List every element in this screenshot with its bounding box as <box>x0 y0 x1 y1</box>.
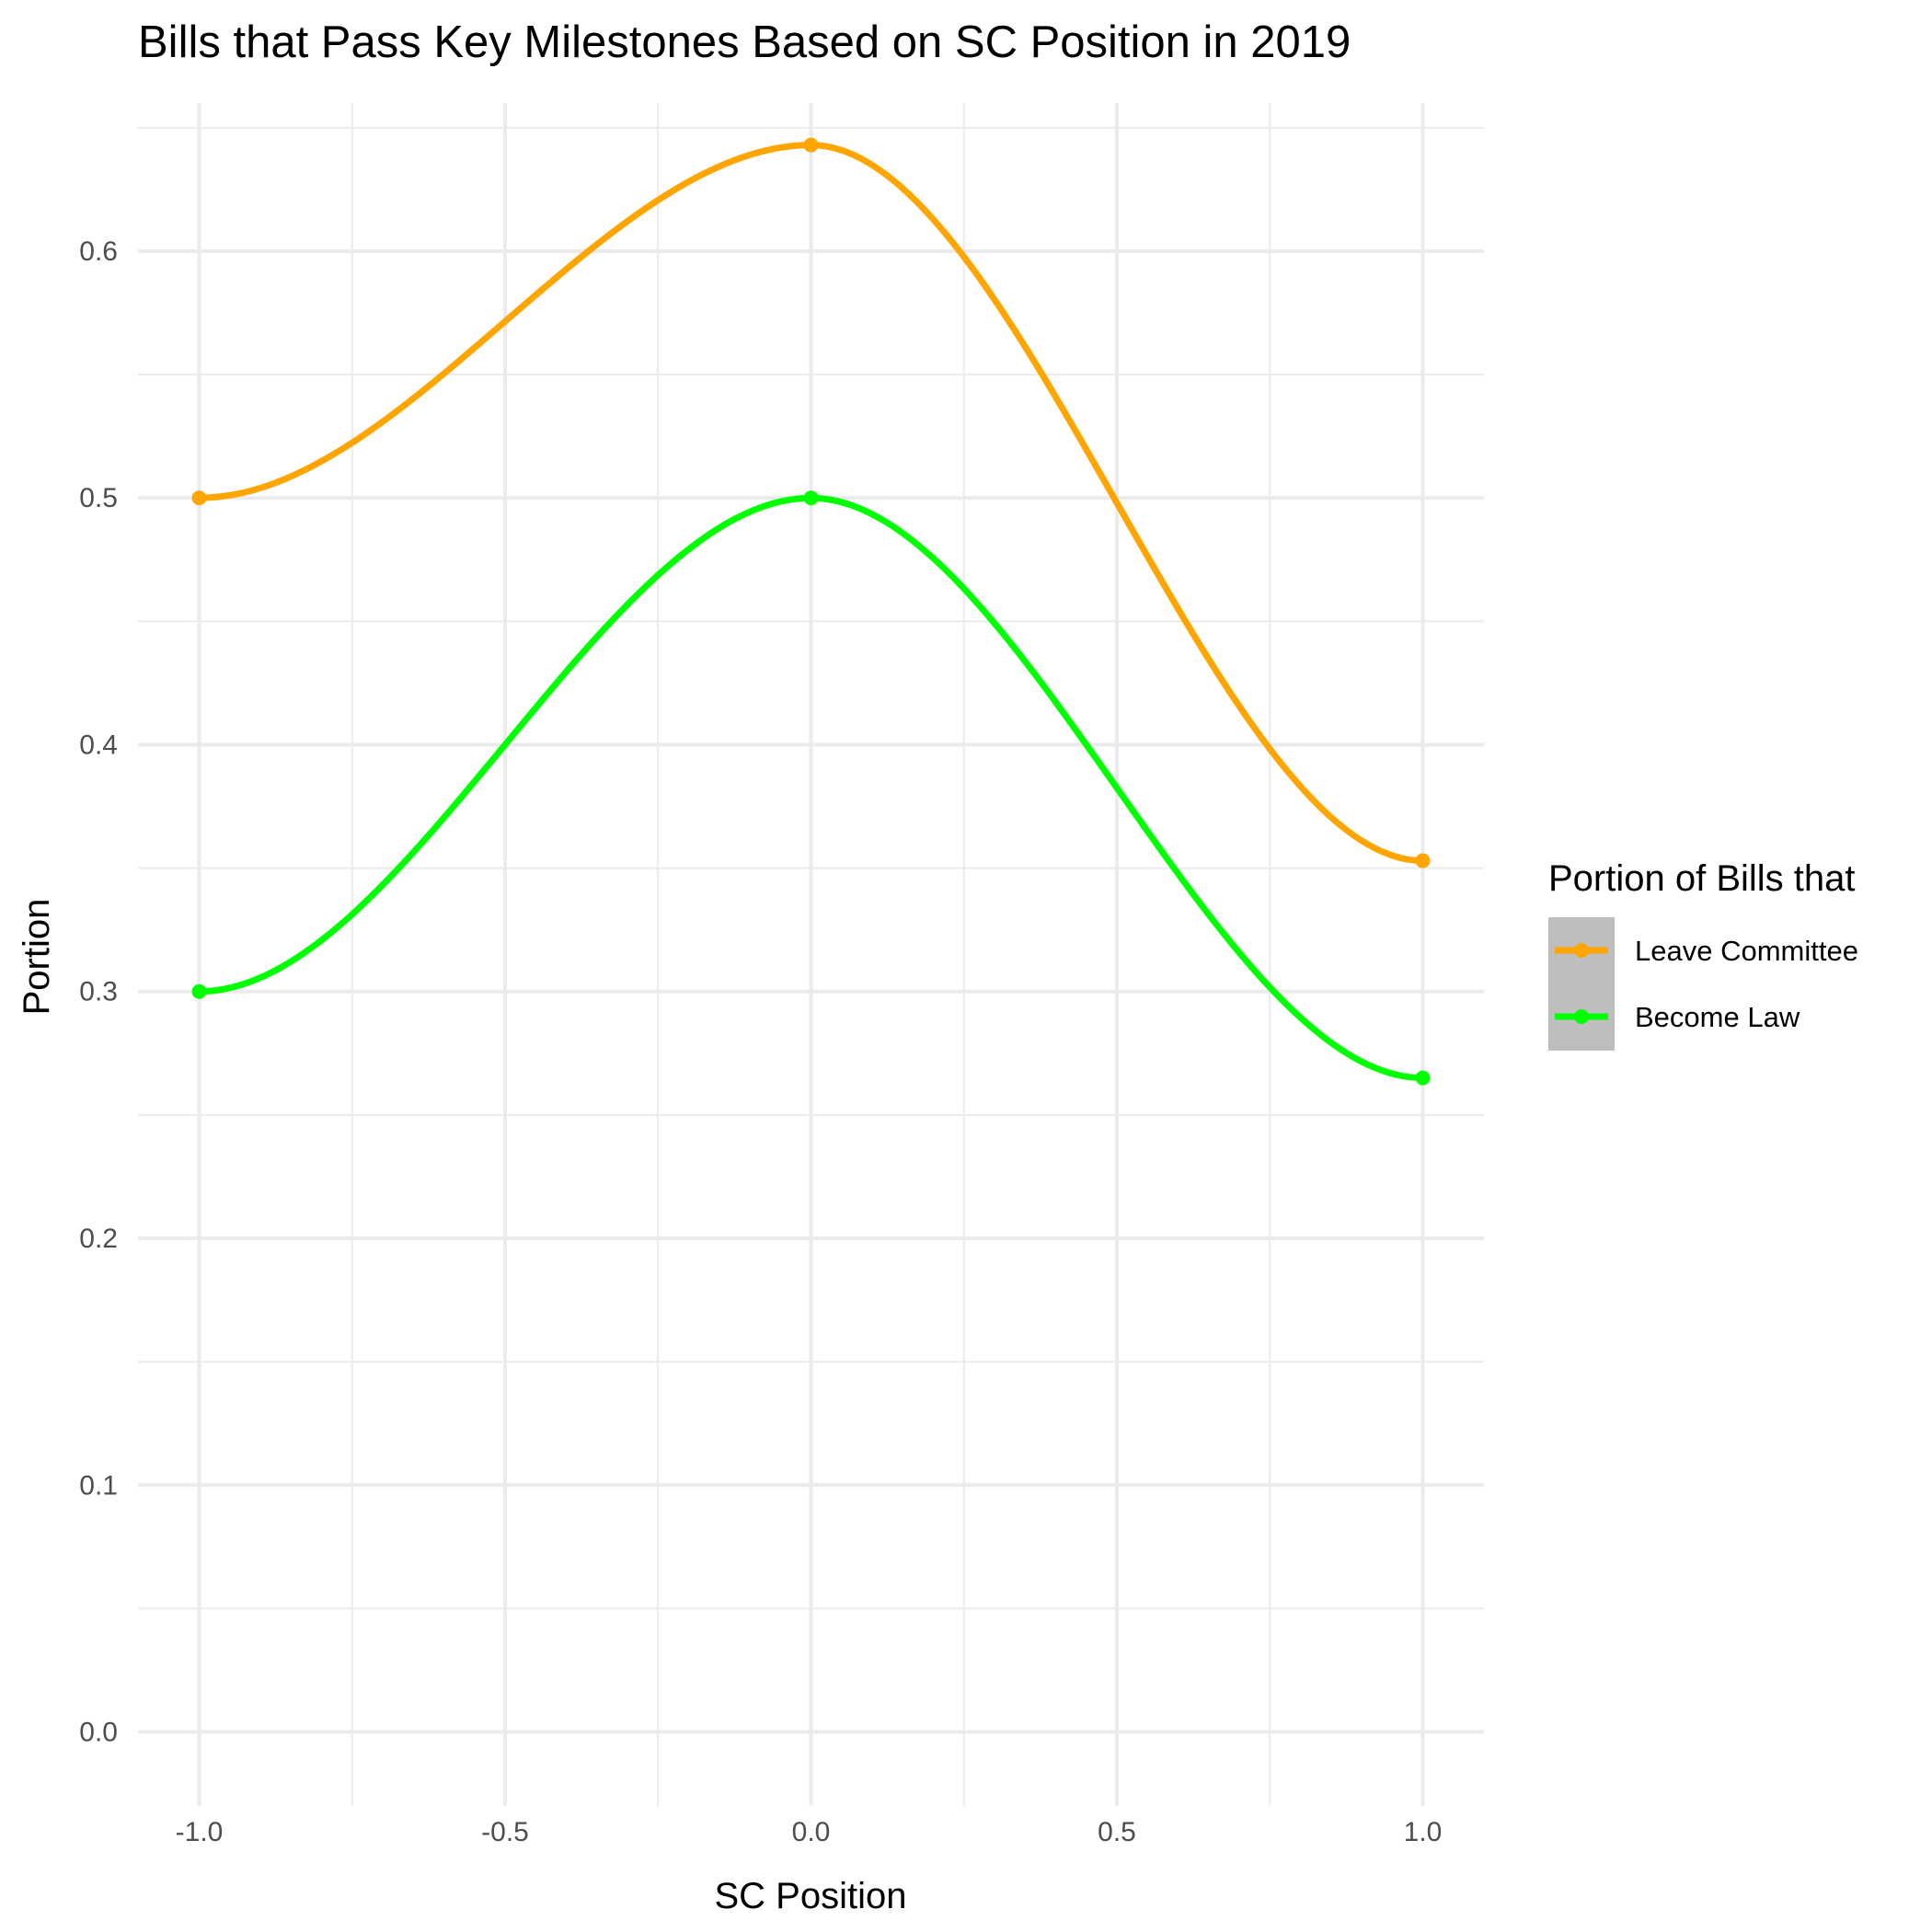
legend-title: Portion of Bills that <box>1548 858 1856 899</box>
y-tick-label: 0.2 <box>79 1224 118 1254</box>
data-point-become-law <box>191 983 207 999</box>
legend-label-become-law: Become Law <box>1635 1001 1800 1033</box>
y-axis-ticks: 0.0 0.1 0.2 0.3 0.4 0.5 0.6 <box>79 236 118 1748</box>
x-axis-ticks: -1.0 -0.5 0.0 0.5 1.0 <box>176 1817 1443 1847</box>
legend-key-point-leave-committee <box>1574 943 1589 958</box>
y-tick-label: 0.1 <box>79 1470 118 1501</box>
x-tick-label: -1.0 <box>176 1817 224 1847</box>
legend-keys-background <box>1548 917 1615 1051</box>
x-tick-label: 0.0 <box>792 1817 831 1847</box>
series-layer <box>191 137 1431 1086</box>
y-axis-title: Portion <box>17 899 57 1016</box>
x-axis-title: SC Position <box>715 1876 907 1916</box>
y-tick-label: 0.3 <box>79 977 118 1007</box>
legend-items: Leave Committee Become Law <box>1555 935 1858 1033</box>
data-point-become-law <box>1415 1070 1431 1086</box>
x-tick-label: 0.5 <box>1098 1817 1136 1847</box>
chart-title: Bills that Pass Key Milestones Based on … <box>138 17 1351 67</box>
y-tick-label: 0.0 <box>79 1718 118 1748</box>
legend: Portion of Bills that Leave Committee Bec… <box>1548 858 1858 1051</box>
legend-label-leave-committee: Leave Committee <box>1635 935 1858 967</box>
legend-key-point-become-law <box>1574 1009 1589 1024</box>
series-line-leave-committee <box>196 142 1426 865</box>
x-tick-label: 1.0 <box>1404 1817 1443 1847</box>
data-point-leave-committee <box>803 137 819 153</box>
y-tick-label: 0.6 <box>79 236 118 267</box>
x-tick-label: -0.5 <box>481 1817 529 1847</box>
data-point-leave-committee <box>1415 853 1431 868</box>
y-tick-label: 0.4 <box>79 730 118 760</box>
data-point-leave-committee <box>191 490 207 506</box>
data-point-become-law <box>803 490 819 506</box>
y-tick-label: 0.5 <box>79 483 118 513</box>
